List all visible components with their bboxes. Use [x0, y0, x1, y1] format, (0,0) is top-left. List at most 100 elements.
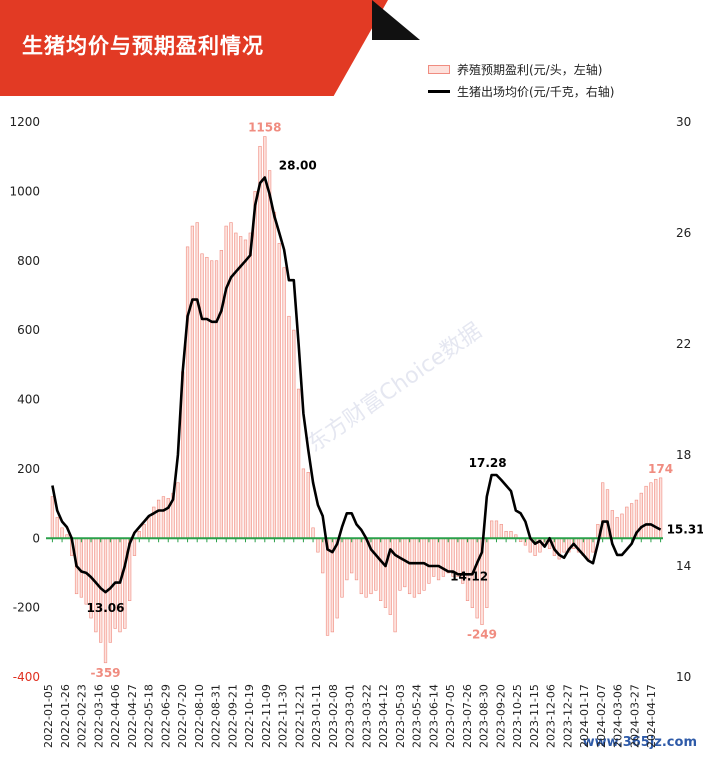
y-right-tick-label: 18 — [676, 448, 691, 462]
y-right-tick-label: 22 — [676, 337, 691, 351]
profit-bar — [118, 537, 122, 633]
x-tick-label: 2022-11-30 — [277, 684, 290, 748]
profit-bar — [509, 531, 513, 539]
x-tick-label: 2023-05-03 — [394, 684, 407, 748]
y-left-tick-label: 600 — [17, 323, 40, 337]
x-tick-label: 2023-11-15 — [528, 684, 541, 748]
profit-bar — [311, 527, 315, 539]
profit-bar — [412, 537, 417, 598]
y-left-tick-label: 800 — [17, 254, 40, 268]
x-tick-label: 2024-04-17 — [645, 684, 658, 748]
profit-bar — [50, 496, 55, 539]
x-tick-label: 2022-11-09 — [260, 684, 273, 748]
profit-bar — [446, 537, 450, 574]
x-tick-label: 2022-02-23 — [76, 684, 89, 748]
x-tick-label: 2023-07-05 — [444, 684, 457, 748]
profit-bar — [287, 315, 291, 539]
data-label: -359 — [90, 666, 120, 680]
profit-bar — [272, 211, 277, 539]
profit-bar — [243, 239, 248, 539]
data-label: 1158 — [248, 121, 281, 135]
profit-bar — [649, 482, 653, 539]
x-tick-label: 2022-08-31 — [210, 684, 223, 748]
x-tick-label: 2023-07-26 — [461, 684, 474, 748]
x-tick-label: 2023-04-12 — [377, 684, 390, 748]
profit-bar — [200, 253, 204, 539]
x-tick-label: 2023-01-11 — [310, 684, 323, 748]
profit-bar — [248, 232, 252, 539]
profit-bar — [629, 503, 634, 539]
x-tick-label: 2024-03-06 — [612, 684, 625, 748]
title-banner — [0, 0, 388, 96]
legend-label-bar: 养殖预期盈利(元/头，左轴) — [457, 62, 603, 77]
profit-bar — [499, 524, 503, 539]
legend-label-line: 生猪出场均价(元/千克，右轴) — [457, 84, 615, 99]
x-tick-label: 2023-03-01 — [344, 684, 357, 748]
legend-swatch-line — [428, 89, 450, 93]
y-left-tick-label: 0 — [32, 531, 40, 545]
legend-item-line: 生猪出场均价(元/千克，右轴) — [428, 80, 614, 102]
profit-bar — [417, 537, 421, 595]
profit-bar — [156, 499, 161, 539]
profit-bar — [490, 520, 494, 539]
x-tick-label: 2023-09-20 — [494, 684, 507, 748]
profit-bar — [219, 250, 223, 539]
profit-bar — [615, 517, 619, 539]
profit-bar — [407, 537, 412, 595]
profit-bar — [277, 243, 281, 539]
profit-bar — [55, 517, 59, 539]
profit-bar — [350, 537, 354, 574]
profit-bar — [229, 222, 233, 539]
profit-bar — [359, 537, 363, 595]
x-tick-label: 2022-04-27 — [126, 684, 139, 748]
profit-bar — [132, 537, 137, 556]
profit-bar — [364, 537, 368, 598]
x-tick-label: 2023-02-08 — [327, 684, 340, 748]
profit-bar — [142, 524, 146, 539]
profit-bar — [379, 537, 383, 601]
profit-bar — [190, 225, 195, 539]
profit-bar — [625, 506, 629, 539]
x-tick-label: 2022-12-21 — [293, 684, 306, 748]
data-label: 13.06 — [87, 601, 125, 615]
legend: 养殖预期盈利(元/头，左轴) 生猪出场均价(元/千克，右轴) — [428, 58, 614, 102]
site-watermark: www.365jz.com — [582, 735, 697, 750]
profit-bar — [639, 492, 643, 539]
profit-bar — [644, 485, 648, 539]
x-tick-label: 2022-08-10 — [193, 684, 206, 748]
x-tick-label: 2023-10-25 — [511, 684, 524, 748]
legend-item-bar: 养殖预期盈利(元/头，左轴) — [428, 58, 614, 80]
profit-bar — [267, 170, 272, 539]
x-tick-label: 2022-01-05 — [42, 684, 55, 748]
x-tick-label: 2024-01-17 — [578, 684, 591, 748]
profit-bar — [340, 537, 344, 598]
profit-bar — [335, 537, 339, 619]
profit-bar — [292, 329, 296, 539]
x-tick-label: 2023-03-22 — [360, 684, 373, 748]
x-tick-label: 2023-08-30 — [478, 684, 491, 748]
profit-bar — [137, 531, 141, 539]
data-label: 17.28 — [469, 456, 507, 470]
profit-bar — [586, 537, 590, 560]
profit-bar — [258, 145, 262, 539]
profit-bar — [494, 520, 499, 539]
profit-bar — [620, 513, 624, 539]
profit-bar — [161, 496, 166, 539]
x-tick-label: 2023-05-24 — [411, 684, 424, 748]
profit-bar — [432, 537, 436, 577]
x-tick-label: 2022-03-16 — [92, 684, 105, 748]
x-tick-label: 2024-02-07 — [595, 684, 608, 748]
x-tick-label: 2023-12-27 — [561, 684, 574, 748]
data-label: 15.31 — [667, 523, 703, 537]
y-left-tick-label: 400 — [17, 393, 40, 407]
profit-bar — [321, 537, 325, 574]
x-tick-label: 2022-07-20 — [176, 684, 189, 748]
profit-bar — [301, 468, 306, 539]
profit-bar — [383, 537, 388, 608]
x-tick-label: 2022-10-19 — [243, 684, 256, 748]
x-tick-label: 2023-12-06 — [545, 684, 558, 748]
profit-bar — [210, 260, 214, 539]
x-tick-label: 2022-01-26 — [59, 684, 72, 748]
profit-bar — [374, 537, 378, 591]
profit-bar — [185, 246, 190, 539]
